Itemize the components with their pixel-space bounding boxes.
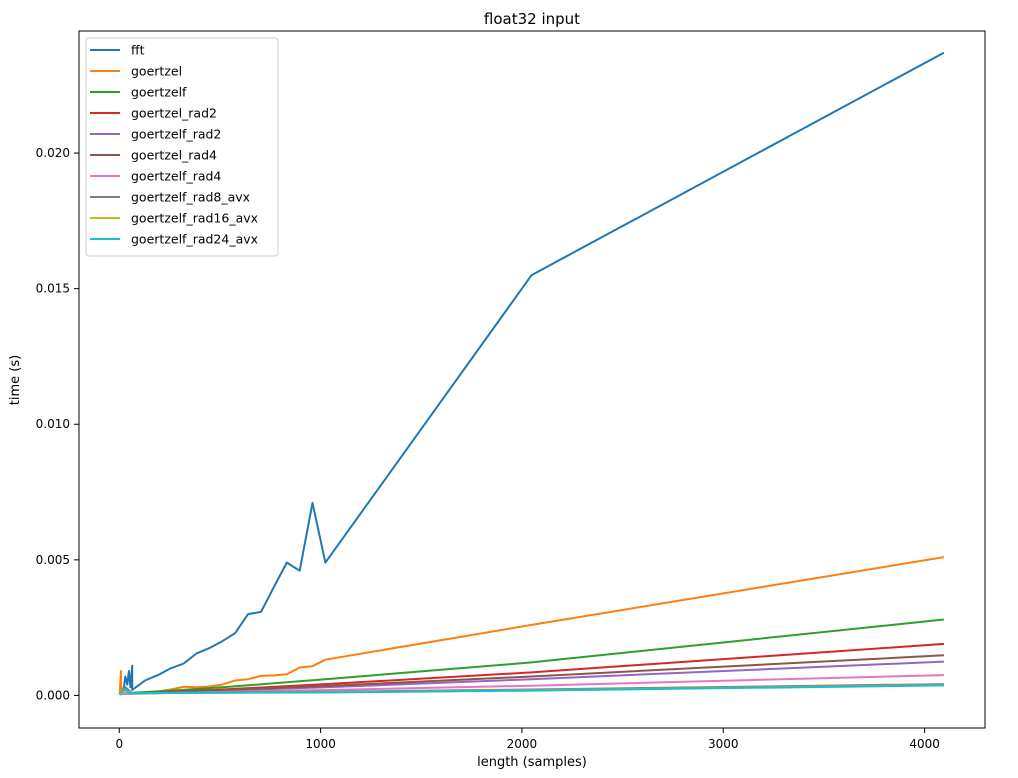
y-axis-ticks: 0.000 0.005 0.010 0.015 0.020 [36, 146, 79, 702]
legend-label-7: goertzelf_rad8_avx [131, 190, 250, 205]
x-axis-label: length (samples) [477, 755, 587, 770]
legend-label-3: goertzel_rad2 [131, 106, 217, 121]
y-tick-label: 0.010 [36, 417, 70, 431]
x-tick-label: 2000 [507, 737, 538, 751]
y-tick-label: 0.015 [36, 282, 70, 296]
legend-label-1: goertzel [131, 64, 182, 79]
chart-title: float32 input [484, 10, 580, 28]
legend-label-4: goertzelf_rad2 [131, 127, 221, 142]
x-tick-label: 0 [115, 737, 123, 751]
legend: fft goertzel goertzelf goertzel_rad2goertze… [85, 37, 279, 257]
y-tick-label: 0.000 [36, 688, 70, 702]
legend-label-8: goertzelf_rad16_avx [131, 211, 258, 226]
x-tick-label: 1000 [305, 737, 336, 751]
x-tick-label: 4000 [909, 737, 940, 751]
y-tick-label: 0.005 [36, 553, 70, 567]
legend-label-0: fft [131, 43, 145, 58]
y-tick-label: 0.020 [36, 146, 70, 160]
legend-label-9: goertzelf_rad24_avx [131, 232, 258, 247]
legend-label-5: goertzel_rad4 [131, 148, 217, 163]
plot-lines [118, 51, 945, 696]
y-axis-label: time (s) [8, 355, 23, 405]
plot-frame [78, 30, 986, 729]
series-line-9 [118, 684, 944, 695]
legend-label-6: goertzelf_rad4 [131, 169, 221, 184]
x-tick-label: 3000 [708, 737, 739, 751]
legend-box [85, 37, 279, 257]
series-line-0 [118, 51, 945, 695]
x-axis-ticks: 0 1000 2000 3000 4000 [115, 728, 940, 751]
legend-label-2: goertzelf [131, 85, 187, 100]
